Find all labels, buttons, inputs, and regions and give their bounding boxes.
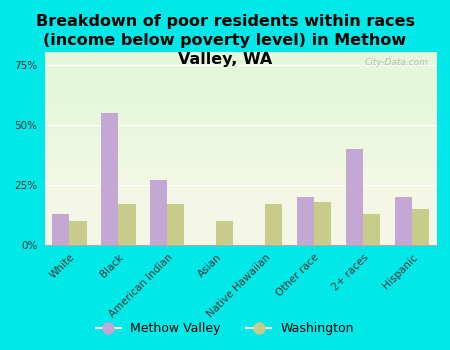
Bar (167, 204, 184, 245)
Text: City-Data.com: City-Data.com (364, 58, 429, 67)
Bar (101, 113, 118, 245)
Bar (412, 209, 429, 245)
Bar (52, 214, 69, 245)
Bar (265, 204, 282, 245)
Text: Breakdown of poor residents within races
(income below poverty level) in Methow
: Breakdown of poor residents within races… (36, 14, 414, 68)
Bar (150, 180, 167, 245)
Bar (297, 197, 314, 245)
Legend: Methow Valley, Washington: Methow Valley, Washington (90, 317, 360, 340)
Bar (346, 149, 363, 245)
Bar (314, 202, 331, 245)
Bar (395, 197, 412, 245)
Bar (363, 214, 380, 245)
Bar (118, 204, 135, 245)
Bar (216, 221, 234, 245)
Bar (69, 221, 86, 245)
